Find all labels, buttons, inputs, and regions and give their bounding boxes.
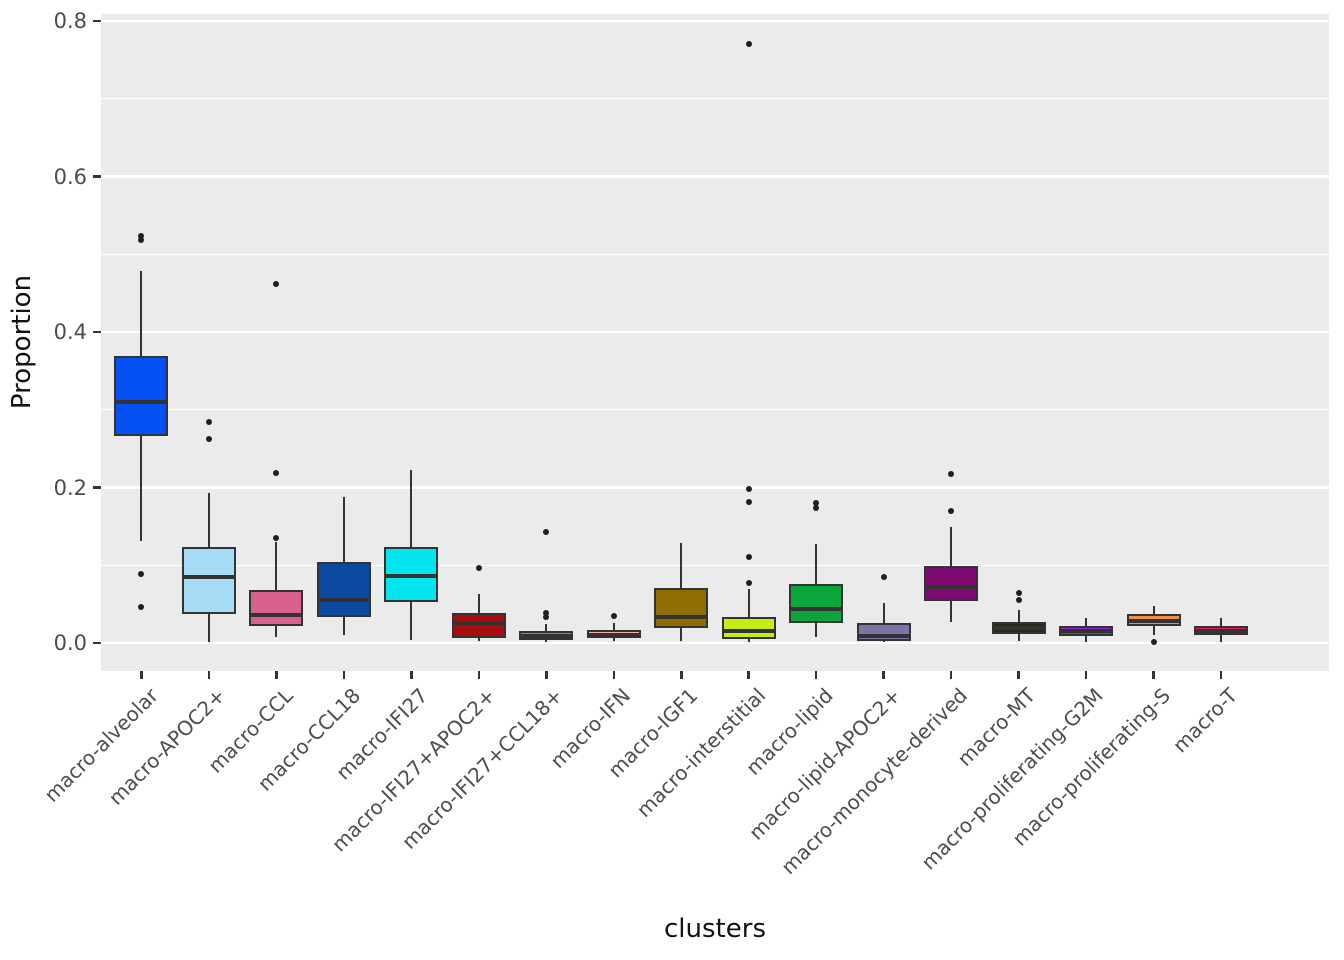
outlier-point	[138, 570, 145, 577]
y-tick-label: 0.2	[53, 475, 87, 500]
outlier-point	[745, 580, 752, 587]
outlier-point	[273, 469, 280, 476]
median-line	[993, 626, 1044, 631]
outlier-point	[205, 419, 212, 426]
outlier-point	[880, 573, 887, 580]
x-axis-tick	[949, 671, 953, 679]
box	[789, 583, 844, 623]
outlier-point	[1015, 590, 1022, 597]
outlier-point	[948, 507, 955, 514]
y-tick-label: 0.0	[53, 631, 87, 655]
y-axis-tick	[93, 486, 101, 489]
outlier-point	[475, 564, 482, 571]
outlier-point	[610, 612, 617, 619]
x-tick-label: macro-T	[1168, 683, 1243, 758]
median-line	[386, 574, 437, 579]
whisker-line	[747, 589, 750, 643]
y-tick-label: 0.4	[53, 320, 87, 344]
median-line	[453, 620, 504, 625]
x-axis-tick	[680, 671, 683, 679]
box	[654, 587, 709, 629]
box	[721, 617, 776, 640]
outlier-point	[745, 41, 752, 48]
box	[316, 562, 371, 617]
x-axis-tick	[1084, 671, 1088, 679]
x-axis-tick	[814, 671, 818, 679]
box	[114, 356, 169, 437]
x-tick-label: macro-alveolar	[39, 683, 163, 807]
y-tick-label: 0.8	[53, 8, 87, 33]
x-axis-tick	[612, 671, 616, 679]
x-axis-tick	[477, 671, 481, 679]
gridline-major	[101, 641, 1329, 645]
outlier-point	[273, 535, 280, 542]
box	[181, 546, 236, 615]
median-line	[1128, 619, 1179, 624]
median-line	[926, 585, 977, 590]
x-axis-tick	[882, 671, 885, 679]
outlier-point	[813, 500, 820, 507]
outlier-point	[543, 613, 550, 620]
y-tick-label: 0.6	[53, 164, 87, 189]
gridline-minor	[101, 409, 1329, 411]
median-line	[251, 613, 302, 618]
gridline-minor	[101, 253, 1329, 255]
outlier-point	[1015, 597, 1022, 604]
median-line	[1061, 629, 1112, 634]
x-axis-tick	[545, 671, 548, 679]
outlier-point	[543, 528, 550, 535]
outlier-point	[138, 237, 145, 244]
y-axis-tick	[93, 175, 101, 178]
x-axis-tick	[140, 671, 143, 679]
median-line	[791, 606, 842, 611]
outlier-point	[273, 280, 280, 287]
x-axis-tick	[342, 671, 346, 679]
median-line	[656, 615, 707, 620]
outlier-point	[745, 554, 752, 561]
outlier-point	[543, 609, 550, 616]
median-line	[588, 633, 639, 638]
gridline-minor	[101, 98, 1329, 100]
x-axis-tick	[1152, 671, 1155, 679]
x-tick-label: macro-APOC2+	[103, 683, 231, 810]
x-tick-label: macro-interstitial	[631, 683, 771, 822]
y-axis-title: Proportion	[7, 274, 37, 410]
median-line	[1196, 628, 1247, 633]
x-axis-tick	[747, 671, 750, 679]
median-line	[318, 598, 369, 603]
box	[249, 590, 304, 626]
gridline-major	[101, 330, 1329, 334]
x-axis-tick	[1017, 671, 1020, 679]
y-axis-tick	[93, 19, 101, 23]
outlier-point	[813, 504, 820, 511]
median-line	[521, 634, 572, 638]
x-axis-tick	[1219, 671, 1223, 679]
gridline-minor	[101, 564, 1329, 566]
x-axis-tick	[275, 671, 278, 679]
whisker-line	[275, 541, 278, 637]
median-line	[183, 574, 234, 579]
outlier-point	[138, 604, 145, 611]
outlier-point	[948, 471, 955, 478]
x-axis-title: clusters	[664, 914, 766, 944]
outlier-point	[745, 486, 752, 493]
outlier-point	[1150, 639, 1157, 646]
outlier-point	[205, 436, 212, 443]
outlier-point	[138, 232, 145, 239]
y-axis-tick	[93, 641, 101, 645]
gridline-major	[101, 486, 1329, 489]
outlier-point	[745, 499, 752, 506]
x-axis-tick	[410, 671, 413, 679]
box	[924, 566, 979, 602]
gridline-major	[101, 175, 1329, 178]
x-axis-tick	[207, 671, 211, 679]
gridline-major	[101, 19, 1329, 23]
box	[451, 612, 506, 639]
median-line	[116, 399, 167, 404]
plot-panel	[101, 14, 1329, 671]
y-axis-tick	[93, 330, 101, 334]
median-line	[723, 628, 774, 633]
median-line	[858, 634, 909, 638]
